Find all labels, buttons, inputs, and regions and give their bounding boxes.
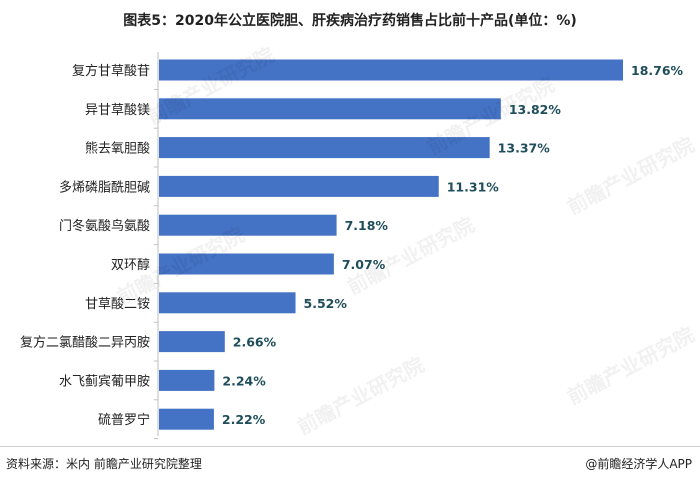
category-label: 甘草酸二铵 bbox=[85, 297, 150, 312]
category-label: 异甘草酸镁 bbox=[85, 103, 150, 118]
data-label: 13.82% bbox=[509, 102, 562, 117]
bar bbox=[159, 175, 439, 197]
category-label: 熊去氧胆酸 bbox=[85, 141, 150, 157]
category-label: 硫普罗宁 bbox=[98, 412, 150, 428]
bar-chart: 复方甘草酸苷 18.76% 异甘草酸镁 13.82% 熊去氧胆酸 13.37% 多烯磷脂酰胆… bbox=[20, 52, 684, 440]
data-label: 2.24% bbox=[222, 373, 266, 388]
category-label: 多烯磷脂酰胆碱 bbox=[59, 179, 150, 195]
bar bbox=[159, 137, 490, 159]
category-label: 复方二氯醋酸二异丙胺 bbox=[20, 335, 150, 351]
bar bbox=[159, 59, 623, 81]
bar bbox=[159, 292, 296, 314]
data-label: 7.18% bbox=[345, 218, 389, 233]
data-label: 13.37% bbox=[498, 141, 551, 156]
bar bbox=[159, 253, 334, 275]
data-label: 2.66% bbox=[233, 335, 277, 350]
category-label: 水飞蓟宾葡甲胺 bbox=[59, 373, 150, 389]
bar bbox=[159, 98, 501, 120]
bar bbox=[159, 369, 215, 391]
data-label: 5.52% bbox=[304, 296, 348, 311]
data-label: 11.31% bbox=[447, 179, 500, 194]
category-label: 复方甘草酸苷 bbox=[72, 63, 150, 79]
bar bbox=[159, 331, 225, 353]
bar bbox=[159, 214, 337, 236]
chart-title: 图表5：2020年公立医院胆、肝疾病治疗药销售占比前十产品(单位：%) bbox=[123, 13, 577, 29]
data-label: 2.22% bbox=[222, 412, 266, 427]
data-label: 7.07% bbox=[342, 257, 386, 272]
source-note: 资料来源：米内 前瞻产业研究院整理 bbox=[6, 457, 202, 471]
data-label: 18.76% bbox=[631, 63, 684, 78]
brand-credit: @前瞻经济学人APP bbox=[585, 457, 692, 471]
footer-divider bbox=[0, 446, 700, 447]
category-label: 双环醇 bbox=[111, 257, 150, 273]
bar bbox=[159, 408, 214, 430]
category-label: 门冬氨酸鸟氨酸 bbox=[59, 218, 150, 234]
